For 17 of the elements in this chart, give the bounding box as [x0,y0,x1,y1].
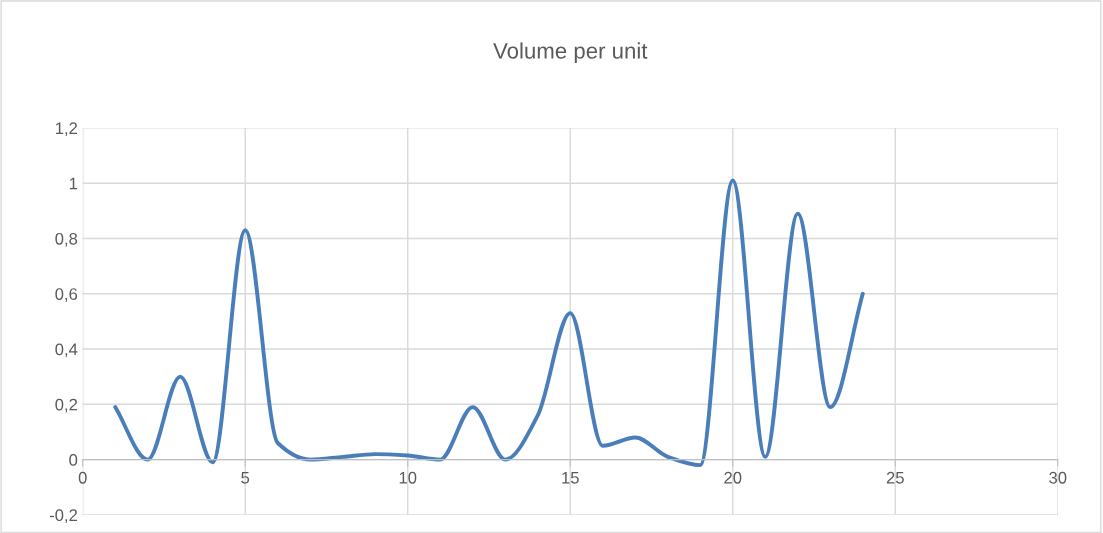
x-tick-label: 5 [241,472,250,484]
y-tick-label: 1 [69,177,78,190]
x-tick-label: 30 [1049,471,1067,484]
y-tick-label: 1,2 [55,122,78,137]
y-tick-label: 0,6 [55,288,78,302]
x-tick-label: 10 [399,471,417,484]
chart-title: Volume per unit [493,42,648,64]
y-tick-label: 0,2 [55,398,78,413]
y-tick-label: 0,4 [55,343,78,358]
y-tick-label: -0,2 [49,509,78,524]
x-tick-label: 15 [562,472,579,484]
x-tick-label: 20 [724,471,742,484]
x-tick-label: 25 [886,471,904,484]
x-tick-label: 0 [78,471,87,484]
y-tick-label: 0 [69,454,78,466]
y-tick-label: 0,8 [55,232,78,247]
line-series [113,178,865,468]
